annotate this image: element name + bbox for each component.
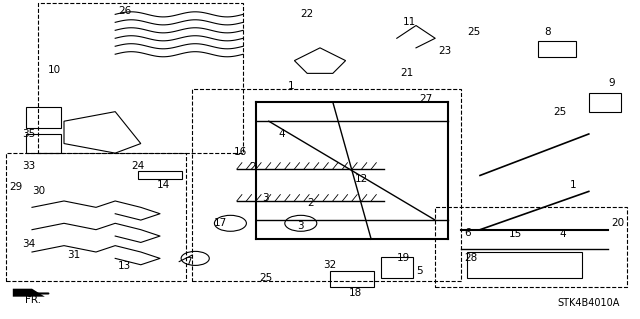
Text: 1: 1 [570,180,576,190]
Text: 35: 35 [22,129,35,139]
Bar [26,134,61,153]
Text: 4: 4 [560,229,566,240]
Text: 15: 15 [509,229,522,240]
Bar [538,41,576,57]
Text: 13: 13 [118,261,131,271]
Bar [138,171,182,179]
Text: 7: 7 [186,256,192,267]
Text: 1: 1 [288,81,294,91]
Text: 34: 34 [22,239,35,249]
Text: 29: 29 [10,182,22,192]
Text: 22: 22 [301,9,314,19]
Text: 16: 16 [234,146,246,157]
Text: 20: 20 [611,218,624,228]
Text: 10: 10 [48,65,61,75]
Text: 33: 33 [22,161,35,171]
Text: 6: 6 [464,228,470,238]
Text: 3: 3 [298,221,304,232]
Text: 27: 27 [419,94,432,104]
Bar [589,93,621,112]
Text: 32: 32 [323,260,336,270]
Text: 11: 11 [403,17,416,27]
Text: 31: 31 [67,250,80,260]
Text: 14: 14 [157,180,170,190]
Text: FR.: FR. [26,295,41,305]
Text: 24: 24 [131,161,144,171]
Text: 25: 25 [467,27,480,37]
Polygon shape [13,289,45,297]
Text: 26: 26 [118,6,131,16]
Text: 21: 21 [400,68,413,78]
Text: 19: 19 [397,253,410,263]
Bar [330,271,374,287]
Text: 25: 25 [554,107,566,117]
Text: 8: 8 [544,27,550,37]
Bar [26,107,61,128]
Text: 9: 9 [608,78,614,88]
Text: 4: 4 [278,129,285,139]
Text: 28: 28 [464,253,477,263]
Text: 25: 25 [259,272,272,283]
Text: 18: 18 [349,288,362,299]
Bar [467,252,582,278]
Text: STK4B4010A: STK4B4010A [557,298,620,308]
Text: 30: 30 [32,186,45,197]
Bar [381,257,413,278]
Text: 3: 3 [262,193,269,203]
Text: 23: 23 [438,46,451,56]
Text: 17: 17 [214,218,227,228]
Text: 2: 2 [307,197,314,208]
Text: 5: 5 [416,266,422,276]
Text: 2: 2 [250,162,256,173]
Text: 12: 12 [355,174,368,184]
